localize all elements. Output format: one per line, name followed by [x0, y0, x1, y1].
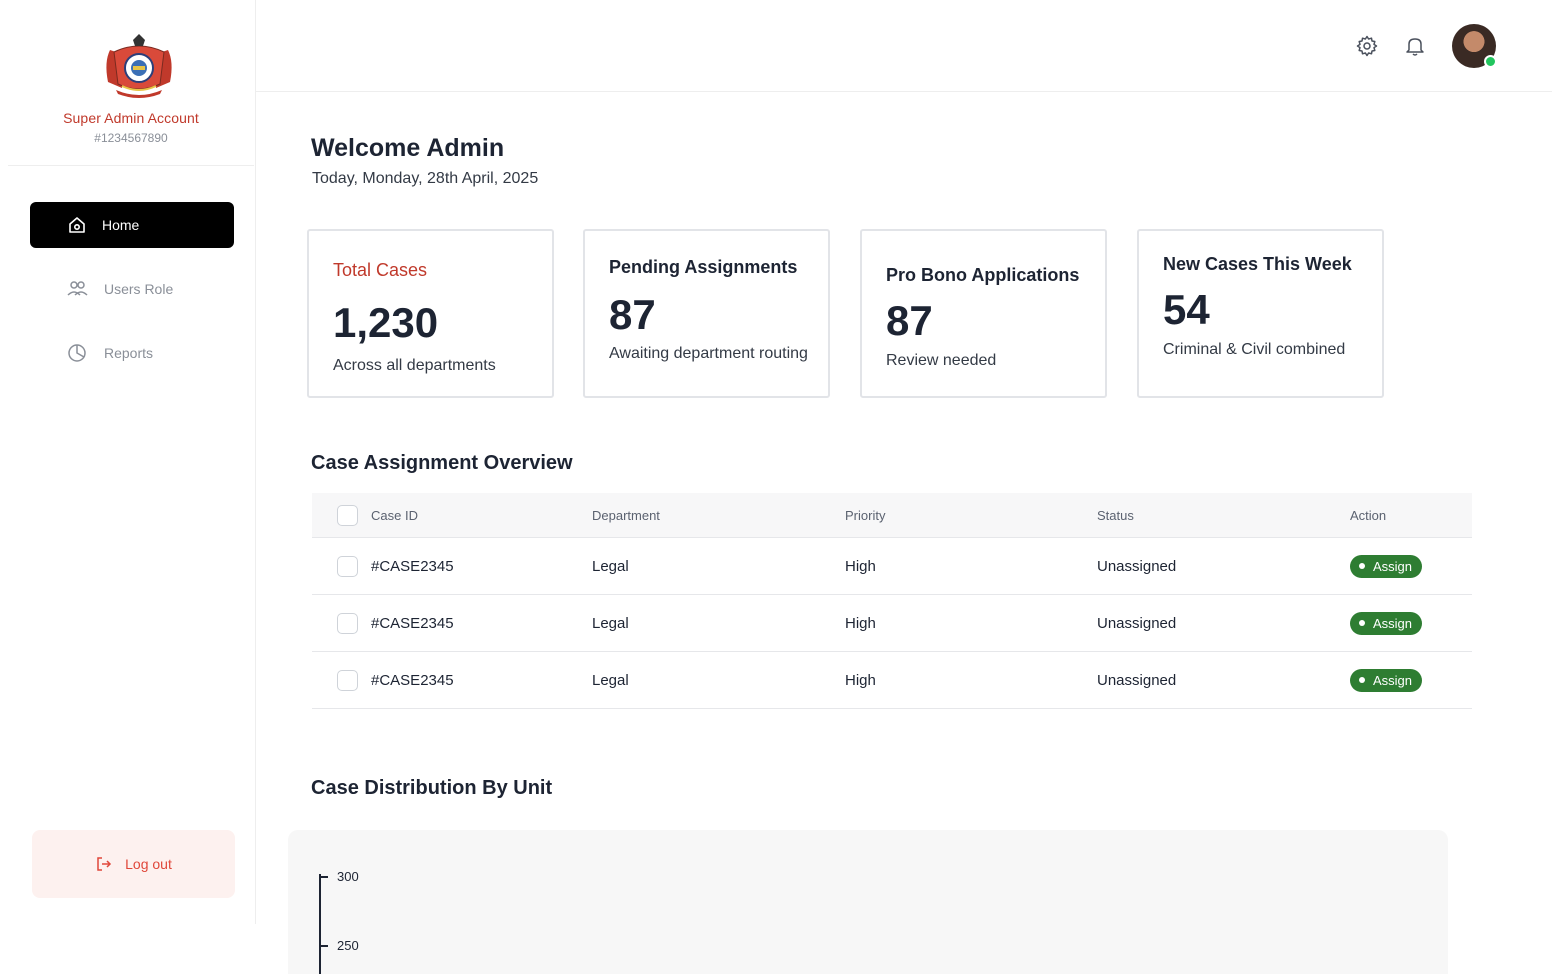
y-tick-label: 300: [337, 869, 359, 884]
table-row: #CASE2345 Legal High Unassigned Assign: [312, 652, 1472, 709]
column-header-priority: Priority: [845, 507, 886, 523]
account-name: Super Admin Account: [63, 110, 199, 126]
action-cell: Assign: [1350, 611, 1472, 635]
sidebar-item-reports[interactable]: Reports: [30, 330, 234, 376]
status-cell: Unassigned: [1097, 671, 1177, 689]
stat-card-pending-assignments: Pending Assignments 87 Awaiting departme…: [583, 229, 830, 398]
row-checkbox[interactable]: [337, 555, 358, 577]
table-row: #CASE2345 Legal High Unassigned Assign: [312, 595, 1472, 652]
sidebar-item-label: Reports: [104, 345, 154, 361]
stat-value: 87: [609, 291, 656, 338]
column-header-status: Status: [1097, 507, 1134, 523]
case-id-cell: #CASE2345: [371, 557, 454, 575]
priority-cell: High: [845, 614, 876, 632]
top-bar: [256, 0, 1552, 92]
logout-button[interactable]: Log out: [32, 830, 235, 898]
case-id-cell: #CASE2345: [371, 671, 454, 689]
action-cell: Assign: [1350, 668, 1472, 692]
status-cell: Unassigned: [1097, 557, 1177, 575]
assign-dot-icon: [1359, 620, 1365, 626]
users-icon: [66, 278, 88, 300]
sidebar-item-label: Users Role: [104, 281, 174, 297]
case-assignment-table: Case ID Department Priority Status Actio…: [312, 493, 1472, 709]
stat-title: New Cases This Week: [1163, 254, 1352, 274]
stat-title: Pending Assignments: [609, 257, 798, 277]
stat-title: Total Cases: [333, 260, 428, 280]
stat-subtitle: Awaiting department routing: [609, 345, 808, 362]
stat-value: 54: [1163, 286, 1210, 333]
sidebar-item-label: Home: [102, 217, 140, 233]
logout-label: Log out: [125, 856, 172, 872]
status-cell: Unassigned: [1097, 614, 1177, 632]
assign-label: Assign: [1373, 558, 1413, 574]
stat-subtitle: Review needed: [886, 352, 997, 369]
table-header: Case ID Department Priority Status Actio…: [312, 493, 1472, 538]
assign-label: Assign: [1373, 615, 1413, 631]
stat-card-pro-bono: Pro Bono Applications 87 Review needed: [860, 229, 1107, 398]
stat-card-new-cases: New Cases This Week 54 Criminal & Civil …: [1137, 229, 1384, 398]
stat-value: 1,230: [333, 299, 439, 346]
table-row: #CASE2345 Legal High Unassigned Assign: [312, 538, 1472, 595]
select-all-checkbox[interactable]: [337, 504, 358, 526]
assign-dot-icon: [1359, 563, 1365, 569]
account-id: #1234567890: [94, 131, 168, 145]
sidebar-item-users-role[interactable]: Users Role: [30, 266, 234, 312]
logout-icon: [95, 855, 113, 873]
chart-section-title: Case Distribution By Unit: [311, 777, 553, 799]
case-id-cell: #CASE2345: [371, 614, 454, 632]
brand-block: Super Admin Account #1234567890: [8, 0, 254, 166]
stat-value: 87: [886, 297, 933, 344]
y-tick-label: 250: [337, 938, 359, 953]
pie-chart-icon: [66, 342, 88, 364]
online-status-dot: [1484, 55, 1497, 68]
stat-title: Pro Bono Applications: [886, 265, 1080, 285]
assign-dot-icon: [1359, 677, 1365, 683]
assign-button[interactable]: Assign: [1350, 554, 1423, 578]
column-header-case-id: Case ID: [371, 507, 418, 523]
stat-card-total-cases: Total Cases 1,230 Across all departments: [307, 229, 554, 398]
row-checkbox[interactable]: [337, 669, 358, 691]
stat-subtitle: Across all departments: [333, 357, 496, 374]
assign-label: Assign: [1373, 672, 1413, 688]
assign-button[interactable]: Assign: [1350, 611, 1423, 635]
coat-of-arms-logo: [106, 34, 172, 98]
department-cell: Legal: [592, 671, 629, 689]
table-section-title: Case Assignment Overview: [311, 452, 573, 474]
case-distribution-chart: 300 250: [288, 830, 1448, 974]
page-title: Welcome Admin: [311, 134, 505, 162]
today-date: Today, Monday, 28th April, 2025: [312, 170, 539, 187]
priority-cell: High: [845, 557, 876, 575]
column-header-action: Action: [1350, 507, 1387, 523]
action-cell: Assign: [1350, 554, 1472, 578]
assign-button[interactable]: Assign: [1350, 668, 1423, 692]
bell-icon[interactable]: [1402, 33, 1428, 59]
stat-subtitle: Criminal & Civil combined: [1163, 341, 1346, 358]
sidebar: Super Admin Account #1234567890 Home Use…: [0, 0, 256, 924]
department-cell: Legal: [592, 614, 629, 632]
gear-icon[interactable]: [1354, 33, 1380, 59]
priority-cell: High: [845, 671, 876, 689]
home-icon: [66, 214, 88, 236]
department-cell: Legal: [592, 557, 629, 575]
sidebar-item-home[interactable]: Home: [30, 202, 234, 248]
row-checkbox[interactable]: [337, 612, 358, 634]
column-header-department: Department: [592, 507, 660, 523]
chart-svg: 300 250: [319, 869, 359, 974]
